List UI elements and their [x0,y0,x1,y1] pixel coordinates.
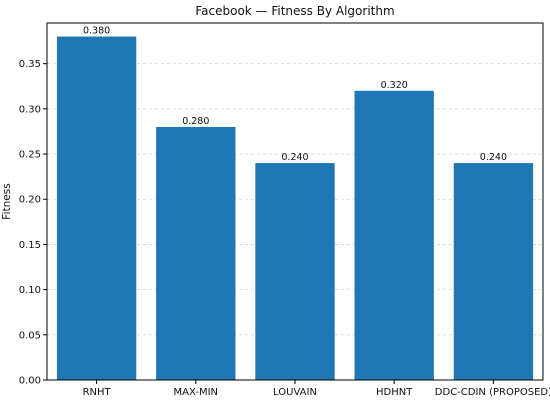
bar-value-labels: 0.380 0.280 0.240 0.320 0.240 [83,26,507,164]
bar [156,126,236,380]
plot-frame [46,22,544,381]
y-axis-label: Fitness [1,183,13,219]
bar-value-label: 0.320 [381,80,408,91]
bar-value-label: 0.380 [83,26,110,37]
x-tick-label: RNHT [83,387,112,398]
y-tick-label: 0.35 [19,59,41,70]
bar-value-label: 0.240 [281,152,308,163]
bar [354,90,434,380]
y-tick-label: 0.05 [19,330,41,341]
y-tick-label: 0.00 [19,376,41,387]
bars [56,36,534,381]
y-tick-label: 0.15 [19,240,41,251]
y-tick-label: 0.25 [19,150,41,161]
x-tick-label: HDHNT [376,387,413,398]
chart-title: Facebook — Fitness By Algorithm [195,4,394,18]
x-tick-label: DDC-CDIN (PROPOSED) [435,387,550,398]
bar [56,36,137,381]
x-tick-label: LOUVAIN [273,387,317,398]
bar-value-label: 0.280 [182,116,209,127]
y-axis-ticks: 0.00 0.05 0.10 0.15 0.20 0.25 0.30 0.35 [19,59,47,387]
bar [453,163,534,380]
x-axis-ticks: RNHT MAX-MIN LOUVAIN HDHNT DDC-CDIN (PROPOSE… [83,380,550,398]
bar [255,163,335,380]
y-tick-label: 0.10 [19,285,41,296]
plot-border [46,22,544,381]
y-tick-label: 0.20 [19,195,41,206]
bar-value-label: 0.240 [480,152,507,163]
x-tick-label: MAX-MIN [174,387,219,398]
y-tick-label: 0.30 [19,104,41,115]
